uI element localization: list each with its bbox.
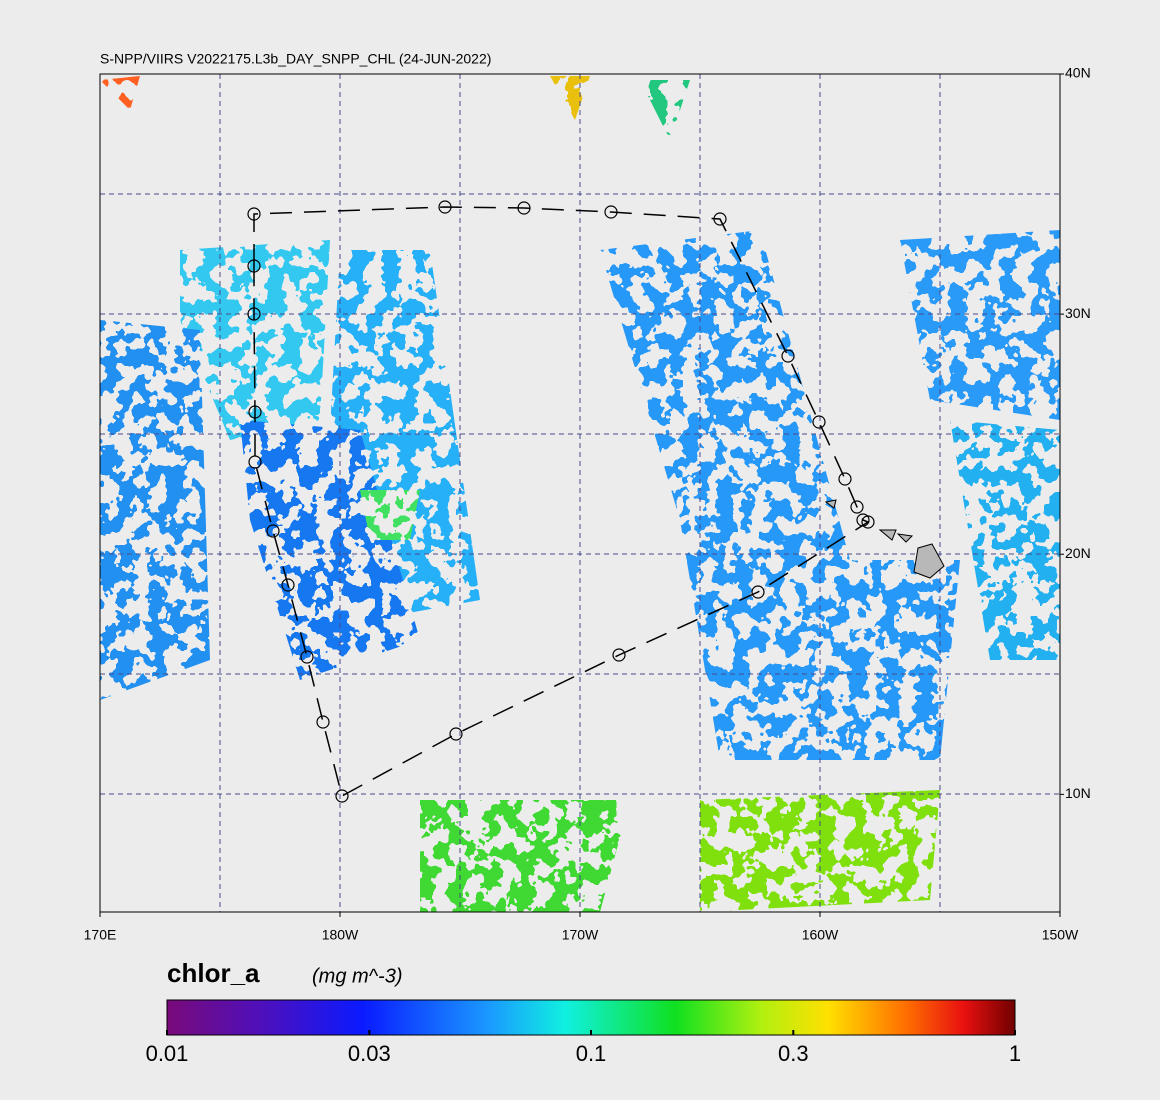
lat-label: 10N — [1065, 785, 1091, 801]
colorbar-label: chlor_a — [167, 958, 260, 988]
colorbar-tick-label: 1 — [1009, 1041, 1021, 1066]
lon-label: 170W — [562, 927, 599, 943]
colorbar-tick-label: 0.3 — [778, 1041, 809, 1066]
colorbar-tick-label: 0.1 — [576, 1041, 607, 1066]
colorbar-tick-label: 0.03 — [348, 1041, 391, 1066]
colorbar-tick-label: 0.01 — [146, 1041, 189, 1066]
map-title: S-NPP/VIIRS V2022175.L3b_DAY_SNPP_CHL (2… — [100, 51, 491, 67]
lat-label: 30N — [1065, 305, 1091, 321]
grid — [100, 74, 1060, 912]
lon-label: 180W — [322, 927, 359, 943]
cruise-track — [247, 200, 875, 803]
lon-label: 160W — [802, 927, 839, 943]
lat-label: 40N — [1065, 65, 1091, 81]
colorbar-units: (mg m^-3) — [312, 965, 403, 987]
colorbar — [166, 999, 1016, 1036]
lat-label: 20N — [1065, 545, 1091, 561]
lon-label: 170E — [84, 927, 117, 943]
map — [100, 74, 1060, 912]
hawaii — [824, 499, 945, 579]
lon-label: 150W — [1042, 927, 1079, 943]
